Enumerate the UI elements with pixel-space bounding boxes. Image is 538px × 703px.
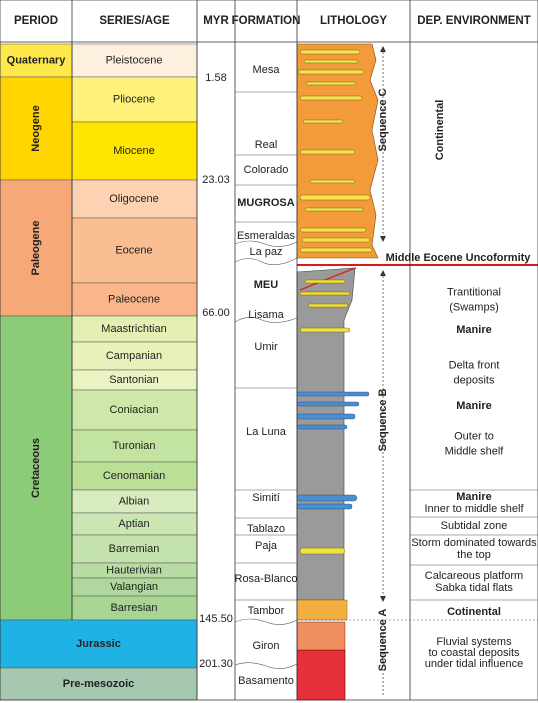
formation-label: Umir [254, 341, 278, 353]
environment-label: Manire [456, 491, 491, 503]
series-cell [71, 179, 198, 219]
myr-label: 1.58 [205, 72, 226, 84]
series-label: Paleocene [108, 293, 160, 305]
period-cell [0, 619, 198, 669]
column-header: FORMATION [232, 15, 301, 27]
series-cell [71, 121, 198, 181]
lithology [296, 43, 379, 701]
series-label: Turonian [112, 440, 155, 452]
series-label: Valangian [110, 581, 158, 593]
formation-label: La paz [249, 246, 282, 258]
series-label: Miocene [113, 145, 155, 157]
period-label: Paleogene [30, 220, 42, 275]
sequence-label: Sequence B [377, 388, 389, 451]
period-cell [0, 315, 73, 621]
formation-label: La Luna [246, 426, 287, 438]
formation-label: Tambor [248, 605, 285, 617]
column-header: MYR [203, 15, 229, 27]
series-label: Eocene [115, 244, 152, 256]
series-cell [71, 217, 198, 284]
column-header: DEP. ENVIRONMENT [417, 15, 531, 27]
period-cell [0, 179, 73, 317]
period-cell [0, 667, 198, 701]
series-cell [71, 76, 198, 123]
myr-label: 145.50 [199, 613, 233, 625]
period-label: Neogene [30, 105, 42, 151]
myr-label: 201.30 [199, 658, 233, 670]
environment-label: Sabka tidal flats [435, 582, 513, 594]
environment-label: Trantitional [447, 286, 501, 298]
formation-label: MEU [254, 279, 279, 291]
series-label: Albian [119, 495, 150, 507]
series-label: Santonian [109, 374, 159, 386]
myr-label: 23.03 [202, 174, 230, 186]
environment-label: Cotinental [447, 606, 501, 618]
period-label: Jurassic [76, 638, 121, 650]
period-cell [0, 76, 73, 181]
unconformity-label: Middle Eocene Uncoformity [386, 252, 532, 264]
formation-label: MUGROSA [237, 197, 295, 209]
environment-label: Outer to [454, 430, 494, 442]
environment-label: Middle shelf [445, 445, 505, 457]
formation-label: Tablazo [247, 523, 285, 535]
environment-label: Fluvial systems [436, 636, 512, 648]
environment-label: Calcareous platform [425, 570, 523, 582]
formation-label: Paja [255, 540, 278, 552]
formation-label: Mesa [253, 64, 281, 76]
formation-boundaries [234, 91, 298, 669]
environment-label: Subtidal zone [441, 520, 508, 532]
environment-label: Continental [434, 100, 446, 161]
period-label: Quaternary [7, 54, 67, 66]
environment-label: Delta front [449, 359, 500, 371]
column-header: LITHOLOGY [320, 15, 387, 27]
environment-boundaries [297, 489, 538, 621]
sequence-label: Sequence C [377, 88, 389, 151]
series-label: Cenomanian [103, 470, 165, 482]
environment-label: Manire [456, 324, 491, 336]
series-cell [71, 429, 198, 463]
series-label: Barremian [109, 543, 160, 555]
column-header: PERIOD [14, 15, 58, 27]
series-label: Pliocene [113, 93, 155, 105]
sequence-label: Sequence A [377, 609, 389, 672]
environment-label: Manire [456, 400, 491, 412]
environment-label: Storm dominated towards [411, 537, 537, 549]
formation-label: Esmeraldas [237, 230, 296, 242]
series-label: Barresian [110, 602, 157, 614]
series-cell [71, 43, 198, 78]
series-label: Hauterivian [106, 564, 162, 576]
column-header: SERIES/AGE [99, 15, 170, 27]
environment-label: under tidal influence [425, 658, 523, 670]
arrowheads [380, 46, 386, 602]
formation-label: Real [255, 139, 278, 151]
environment-label: deposits [454, 374, 495, 386]
formation-label: Giron [253, 640, 280, 652]
series-cell [71, 282, 198, 317]
environment-label: Inner to middle shelf [424, 503, 524, 515]
series-label: Aptian [118, 518, 149, 530]
formation-label: Colorado [244, 164, 289, 176]
formation-label: Rosa-Blanco [235, 573, 298, 585]
series-label: Campanian [106, 350, 162, 362]
myr-label: 66.00 [202, 307, 230, 319]
series-label: Coniacian [110, 404, 159, 416]
period-label: Pre-mesozoic [63, 678, 135, 690]
environment-label: to coastal deposits [428, 647, 520, 659]
formation-label: Simití [252, 492, 280, 504]
formation-label: Lisama [248, 309, 284, 321]
series-label: Maastrichtian [101, 323, 166, 335]
period-label: Cretaceous [30, 438, 42, 498]
environment-label: (Swamps) [449, 301, 499, 313]
series-label: Oligocene [109, 193, 159, 205]
environment-label: the top [457, 549, 491, 561]
formation-label: Basamento [238, 675, 294, 687]
series-label: Pleistocene [106, 54, 163, 66]
